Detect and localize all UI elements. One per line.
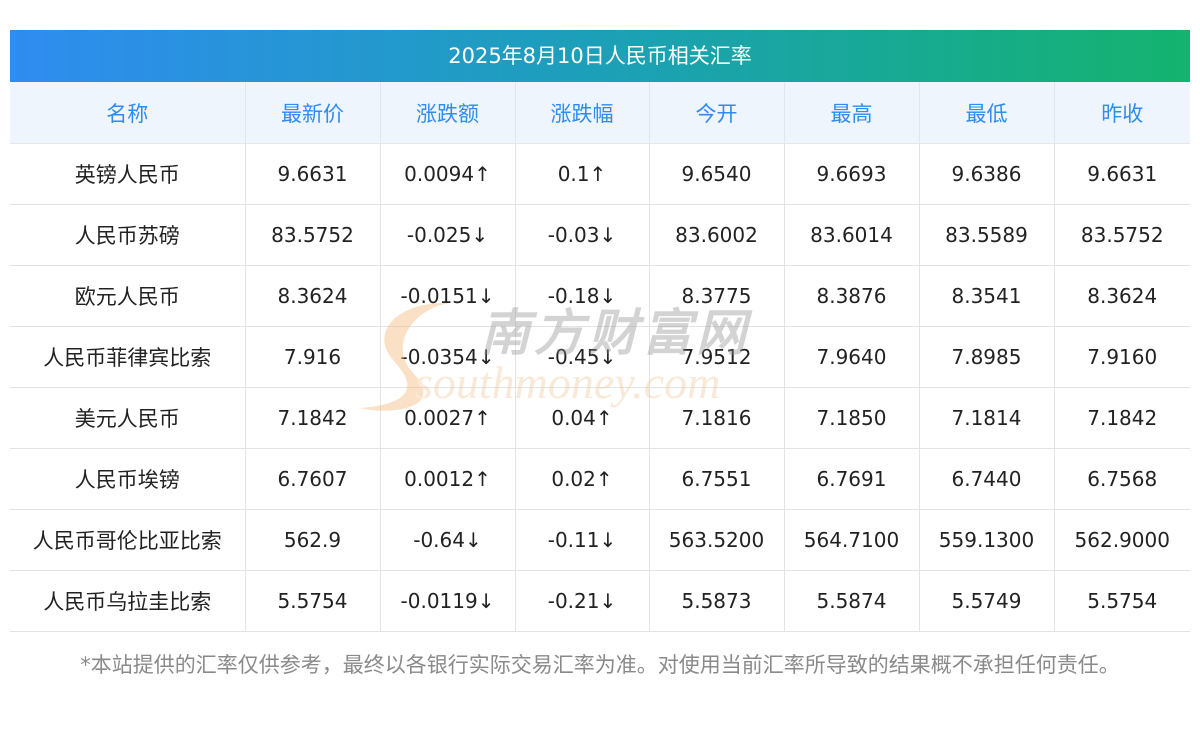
cell-high: 9.6693 <box>784 143 920 205</box>
cell-change-pct: 0.1↑ <box>515 143 650 205</box>
cell-change: -0.64↓ <box>380 509 516 571</box>
cell-prev-close: 6.7568 <box>1054 448 1190 510</box>
cell-high: 5.5874 <box>784 570 920 632</box>
cell-high: 83.6014 <box>784 204 920 266</box>
column-header-change-pct: 涨跌幅 <box>515 82 650 144</box>
cell-prev-close: 7.9160 <box>1054 326 1190 388</box>
cell-name: 欧元人民币 <box>10 265 246 327</box>
cell-low: 83.5589 <box>919 204 1055 266</box>
cell-low: 8.3541 <box>919 265 1055 327</box>
cell-change: 0.0012↑ <box>380 448 516 510</box>
cell-open: 6.7551 <box>649 448 785 510</box>
cell-prev-close: 7.1842 <box>1054 387 1190 449</box>
cell-high: 8.3876 <box>784 265 920 327</box>
cell-prev-close: 562.9000 <box>1054 509 1190 571</box>
table-row: 人民币苏磅 83.5752 -0.025↓ -0.03↓ 83.6002 83.6014 8… <box>10 204 1190 266</box>
cell-high: 6.7691 <box>784 448 920 510</box>
cell-open: 83.6002 <box>649 204 785 266</box>
table-title: 2025年8月10日人民币相关汇率 <box>10 30 1190 82</box>
table-row: 人民币乌拉圭比索 5.5754 -0.0119↓ -0.21↓ 5.5873 5.5874… <box>10 570 1190 632</box>
cell-name: 美元人民币 <box>10 387 246 449</box>
cell-change: -0.0354↓ <box>380 326 516 388</box>
table-row: 欧元人民币 8.3624 -0.0151↓ -0.18↓ 8.3775 8.3876 8.3… <box>10 265 1190 327</box>
cell-low: 7.1814 <box>919 387 1055 449</box>
cell-name: 英镑人民币 <box>10 143 246 205</box>
table-row: 英镑人民币 9.6631 0.0094↑ 0.1↑ 9.6540 9.6693 9.6386… <box>10 143 1190 205</box>
cell-latest: 5.5754 <box>245 570 381 632</box>
table-row: 人民币菲律宾比索 7.916 -0.0354↓ -0.45↓ 7.9512 7.9640 7… <box>10 326 1190 388</box>
cell-change: -0.025↓ <box>380 204 516 266</box>
disclaimer-note: *本站提供的汇率仅供参考，最终以各银行实际交易汇率为准。对使用当前汇率所导致的结… <box>80 653 1120 677</box>
cell-open: 563.5200 <box>649 509 785 571</box>
column-header-latest: 最新价 <box>245 82 381 144</box>
cell-prev-close: 5.5754 <box>1054 570 1190 632</box>
cell-low: 6.7440 <box>919 448 1055 510</box>
cell-latest: 7.916 <box>245 326 381 388</box>
cell-change-pct: 0.02↑ <box>515 448 650 510</box>
cell-name: 人民币菲律宾比索 <box>10 326 246 388</box>
cell-open: 7.9512 <box>649 326 785 388</box>
cell-change: -0.0151↓ <box>380 265 516 327</box>
column-header-high: 最高 <box>784 82 920 144</box>
cell-change-pct: -0.18↓ <box>515 265 650 327</box>
rates-table: 名称 最新价 涨跌额 涨跌幅 今开 最高 最低 昨收 英镑人民币 9.6631 0.… <box>10 82 1190 632</box>
column-header-low: 最低 <box>919 82 1055 144</box>
cell-open: 5.5873 <box>649 570 785 632</box>
cell-prev-close: 9.6631 <box>1054 143 1190 205</box>
cell-low: 559.1300 <box>919 509 1055 571</box>
cell-latest: 83.5752 <box>245 204 381 266</box>
cell-latest: 9.6631 <box>245 143 381 205</box>
cell-name: 人民币埃镑 <box>10 448 246 510</box>
column-header-prev-close: 昨收 <box>1054 82 1190 144</box>
cell-low: 5.5749 <box>919 570 1055 632</box>
cell-name: 人民币哥伦比亚比索 <box>10 509 246 571</box>
cell-prev-close: 83.5752 <box>1054 204 1190 266</box>
cell-low: 7.8985 <box>919 326 1055 388</box>
cell-change-pct: -0.21↓ <box>515 570 650 632</box>
column-header-change: 涨跌额 <box>380 82 516 144</box>
cell-name: 人民币乌拉圭比索 <box>10 570 246 632</box>
cell-change: 0.0027↑ <box>380 387 516 449</box>
cell-change: 0.0094↑ <box>380 143 516 205</box>
cell-change: -0.0119↓ <box>380 570 516 632</box>
table-header-row: 名称 最新价 涨跌额 涨跌幅 今开 最高 最低 昨收 <box>10 82 1190 144</box>
cell-high: 7.1850 <box>784 387 920 449</box>
cell-open: 9.6540 <box>649 143 785 205</box>
cell-high: 564.7100 <box>784 509 920 571</box>
cell-high: 7.9640 <box>784 326 920 388</box>
cell-low: 9.6386 <box>919 143 1055 205</box>
cell-name: 人民币苏磅 <box>10 204 246 266</box>
cell-latest: 8.3624 <box>245 265 381 327</box>
cell-open: 8.3775 <box>649 265 785 327</box>
cell-latest: 7.1842 <box>245 387 381 449</box>
cell-change-pct: -0.11↓ <box>515 509 650 571</box>
cell-latest: 6.7607 <box>245 448 381 510</box>
table-row: 人民币哥伦比亚比索 562.9 -0.64↓ -0.11↓ 563.5200 564.71… <box>10 509 1190 571</box>
table-row: 美元人民币 7.1842 0.0027↑ 0.04↑ 7.1816 7.1850 7.181… <box>10 387 1190 449</box>
cell-change-pct: -0.45↓ <box>515 326 650 388</box>
column-header-name: 名称 <box>10 82 246 144</box>
cell-open: 7.1816 <box>649 387 785 449</box>
cell-latest: 562.9 <box>245 509 381 571</box>
cell-change-pct: 0.04↑ <box>515 387 650 449</box>
table-row: 人民币埃镑 6.7607 0.0012↑ 0.02↑ 6.7551 6.7691 6.744… <box>10 448 1190 510</box>
cell-change-pct: -0.03↓ <box>515 204 650 266</box>
column-header-open: 今开 <box>649 82 785 144</box>
cell-prev-close: 8.3624 <box>1054 265 1190 327</box>
